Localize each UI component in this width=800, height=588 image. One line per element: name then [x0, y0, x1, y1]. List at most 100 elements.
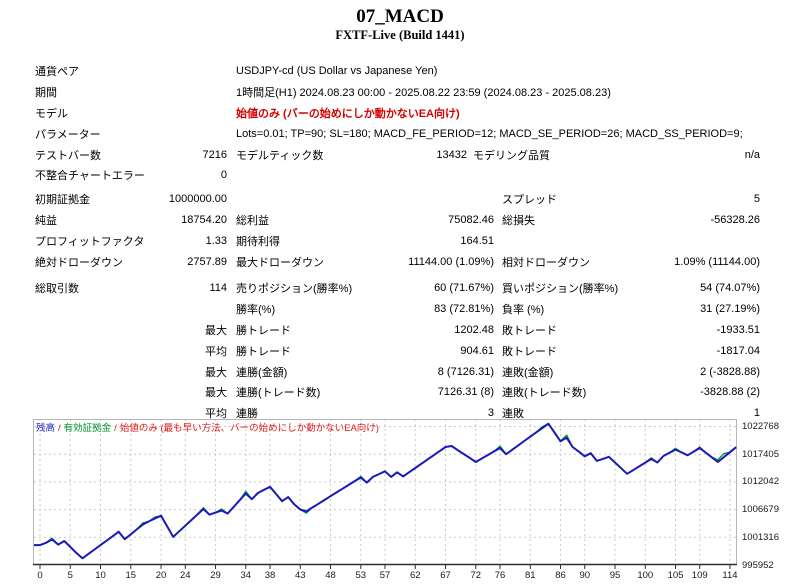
- row-label-2: モデルティック数: [236, 149, 324, 162]
- x-axis-label: 43: [294, 570, 306, 581]
- row-value-3: -56328.26: [710, 213, 760, 226]
- report-row: 純益 18754.20 総利益 75082.46 総損失 -56328.26: [35, 210, 760, 231]
- row-label: 通貨ペア: [35, 66, 79, 79]
- balance-chart: 残高 / 有効証拠金 / 始値のみ (最も早い方法、バーの始めにしか動かないEA向け) …: [33, 419, 800, 587]
- report-row: 勝率(%) 83 (72.81%) 負率 (%) 31 (27.19%): [35, 299, 760, 320]
- x-axis-label: 29: [210, 570, 221, 581]
- report-row: 初期証拠金 1000000.00 スプレッド 5: [35, 189, 760, 210]
- row-label-3: 連敗(金額): [502, 366, 554, 379]
- x-axis-label: 24: [179, 570, 191, 581]
- row-value-3: 1.09% (11144.00): [674, 255, 760, 268]
- row-value-wide: 1時間足(H1) 2024.08.23 00:00 - 2025.08.22 2…: [236, 87, 611, 100]
- report-row: 不整合チャートエラー 0: [35, 165, 760, 186]
- row-label: 純益: [35, 214, 57, 227]
- report-row: 最大 勝トレード 1202.48 敗トレード -1933.51: [35, 320, 760, 341]
- row-label: 不整合チャートエラー: [35, 170, 145, 183]
- y-axis-label: 1001316: [742, 531, 779, 543]
- row-value-2: 8 (7126.31): [437, 365, 494, 378]
- row-label-2: 勝トレード: [236, 345, 291, 358]
- x-axis-label: 57: [379, 570, 391, 581]
- row-value-3: 2 (-3828.88): [700, 365, 760, 378]
- row-label: 初期証拠金: [35, 194, 90, 207]
- row-value-wide: USDJPY-cd (US Dollar vs Japanese Yen): [236, 65, 438, 78]
- row-value-3: -1817.04: [716, 344, 760, 357]
- row-value-3: 31 (27.19%): [700, 303, 760, 316]
- x-axis-label: 95: [609, 570, 621, 581]
- row-label: プロフィットファクタ: [35, 235, 145, 248]
- report-row: プロフィットファクタ 1.33 期待利得 164.51: [35, 230, 760, 251]
- x-axis-label: 34: [240, 570, 252, 581]
- x-axis-label: 105: [667, 570, 684, 581]
- page-subtitle: FXTF-Live (Build 1441): [335, 28, 465, 42]
- row-value-1: 最大: [205, 324, 227, 337]
- report-row: モデル 始値のみ (バーの始めにしか動かないEA向け): [35, 103, 760, 124]
- report-row: 通貨ペア USDJPY-cd (US Dollar vs Japanese Yen…: [35, 61, 760, 82]
- x-axis-label: 114: [722, 570, 738, 581]
- x-axis-label: 67: [440, 570, 451, 581]
- report-row: パラメーター Lots=0.01; TP=90; SL=180; MACD_FE_…: [35, 123, 760, 144]
- report-row: 絶対ドローダウン 2757.89 最大ドローダウン 11144.00 (1.09%) 相…: [35, 251, 760, 272]
- legend-balance-label: 残高: [36, 423, 56, 434]
- row-label-2: 連勝(トレード数): [236, 387, 321, 400]
- row-value-3: 5: [753, 193, 760, 206]
- row-label-2: 連勝(金額): [236, 366, 288, 379]
- row-label: モデル: [35, 107, 68, 120]
- report-row: 総取引数 114 売りポジション(勝率%) 60 (71.67%) 買いポジション(勝率…: [35, 278, 760, 299]
- row-value-2: 3: [487, 407, 494, 420]
- row-label: 絶対ドローダウン: [35, 256, 123, 269]
- x-axis-label: 10: [95, 570, 106, 581]
- y-axis-label: 995952: [742, 559, 774, 571]
- row-value-3: 54 (74.07%): [700, 282, 760, 295]
- chart-legend: 残高 / 有効証拠金 / 始値のみ (最も早い方法、バーの始めにしか動かないEA向け): [36, 420, 379, 434]
- x-axis-label: 90: [579, 570, 591, 581]
- row-label-3: 相対ドローダウン: [502, 256, 590, 269]
- y-axis-label: 1017405: [742, 448, 779, 460]
- row-value-2: 60 (71.67%): [434, 282, 494, 295]
- x-axis-label: 109: [691, 570, 708, 581]
- row-label-2: 期待利得: [236, 235, 280, 248]
- plot-border: [33, 419, 737, 565]
- row-value-2: 164.51: [460, 234, 494, 247]
- row-value-wide: Lots=0.01; TP=90; SL=180; MACD_FE_PERIOD…: [236, 127, 743, 140]
- row-value-3: -1933.51: [716, 323, 760, 336]
- row-value-2: 904.61: [460, 344, 494, 357]
- row-label: 期間: [35, 87, 57, 100]
- report-table: 通貨ペア USDJPY-cd (US Dollar vs Japanese Yen…: [35, 61, 760, 424]
- row-value-wide: 始値のみ (バーの始めにしか動かないEA向け): [236, 107, 460, 120]
- row-value-3: -3828.88 (2): [700, 386, 760, 399]
- row-value-1: 18754.20: [181, 213, 227, 226]
- row-label: テストバー数: [35, 149, 101, 162]
- row-label-3: 負率 (%): [502, 304, 545, 317]
- x-axis-label: 38: [264, 570, 276, 581]
- row-value-1: 114: [209, 282, 227, 295]
- report-row: テストバー数 7216 モデルティック数 13432 モデリング品質 n/a: [35, 144, 760, 165]
- report-row: 平均 勝トレード 904.61 敗トレード -1817.04: [35, 340, 760, 361]
- report-row: 最大 連勝(トレード数) 7126.31 (8) 連敗(トレード数) -3828.88 …: [35, 382, 760, 403]
- row-label-3: 総損失: [502, 214, 535, 227]
- y-axis-label: 1012042: [742, 476, 779, 488]
- legend-equity-label: 有効証拠金: [63, 423, 112, 434]
- page-title: 07_MACD: [356, 6, 444, 27]
- row-value-1: 最大: [205, 366, 227, 379]
- report-row: 最大 連勝(金額) 8 (7126.31) 連敗(金額) 2 (-3828.88): [35, 361, 760, 382]
- row-label: パラメーター: [35, 128, 101, 141]
- row-label-3: 敗トレード: [502, 324, 557, 337]
- row-value-1: 7216: [202, 148, 227, 161]
- x-axis-label: 53: [355, 570, 367, 581]
- y-axis-label: 1006679: [742, 504, 779, 516]
- row-value-1: 0: [220, 169, 227, 182]
- row-label: 総取引数: [35, 283, 79, 296]
- x-axis-label: 100: [637, 570, 654, 581]
- row-value-3: n/a: [744, 148, 760, 161]
- x-axis-label: 20: [155, 570, 167, 581]
- row-label-2: 連勝: [236, 408, 258, 421]
- row-value-1: 1.33: [205, 234, 227, 247]
- x-axis-label: 5: [67, 570, 73, 581]
- balance-chart-canvas: [33, 419, 737, 569]
- x-axis-label: 76: [494, 570, 506, 581]
- row-value-1: 1000000.00: [168, 193, 227, 206]
- report-row: 期間 1時間足(H1) 2024.08.23 00:00 - 2025.08.22…: [35, 82, 760, 103]
- row-value-2: 11144.00 (1.09%): [408, 255, 494, 268]
- row-label-2: 勝率(%): [236, 304, 276, 317]
